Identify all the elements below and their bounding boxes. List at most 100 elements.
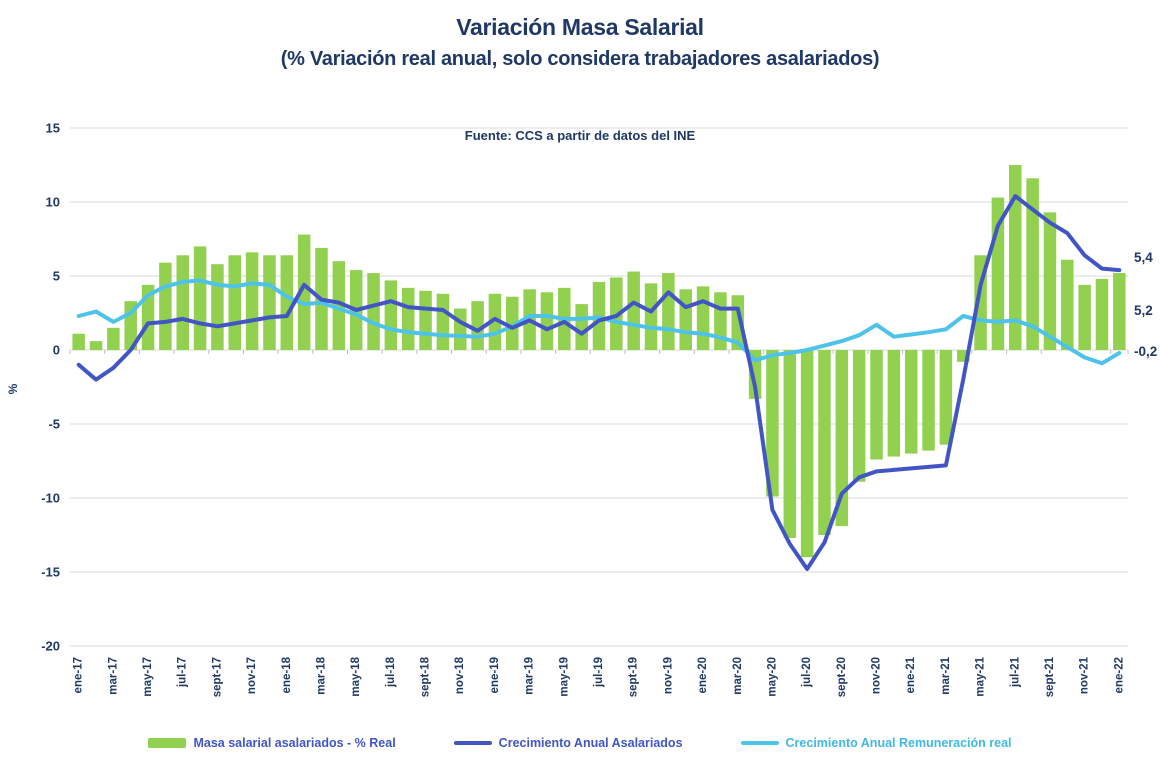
legend-swatch-line-icon bbox=[453, 741, 492, 745]
bar-abr-21 bbox=[956, 350, 970, 362]
bar-dic-19 bbox=[679, 289, 692, 350]
source-note: Fuente: CCS a partir de datos del INE bbox=[464, 128, 696, 143]
x-tick-label: ene-20 bbox=[697, 657, 709, 693]
bar-oct-21 bbox=[1061, 259, 1074, 350]
bar-sept-19 bbox=[627, 271, 640, 350]
x-tick-label: nov-21 bbox=[1079, 656, 1091, 694]
legend-label-masa-salarial: Masa salarial asalariados - % Real bbox=[193, 736, 396, 750]
bar-jun-17 bbox=[159, 262, 172, 350]
x-tick-label: mar-17 bbox=[107, 657, 119, 695]
y-tick-label: 10 bbox=[46, 195, 60, 210]
bar-ene-21 bbox=[904, 350, 918, 454]
bar-sept-18 bbox=[419, 290, 432, 350]
x-tick-label: jul-18 bbox=[385, 656, 397, 688]
x-tick-label: sept-21 bbox=[1044, 656, 1056, 697]
x-tick-label: may-19 bbox=[558, 657, 570, 697]
y-tick-label: 5 bbox=[53, 269, 60, 284]
x-tick-label: nov-20 bbox=[871, 657, 883, 694]
x-tick-label: nov-17 bbox=[246, 657, 258, 694]
x-tick-label: ene-22 bbox=[1113, 657, 1125, 693]
bar-abr-19 bbox=[540, 292, 554, 350]
x-tick-label: ene-19 bbox=[489, 657, 501, 693]
y-tick-label: -5 bbox=[48, 417, 60, 432]
x-tick-label: ene-21 bbox=[905, 656, 917, 693]
bar-nov-19 bbox=[662, 273, 675, 350]
x-tick-label: nov-19 bbox=[662, 657, 674, 694]
x-tick-label: ene-17 bbox=[73, 657, 85, 693]
line-series bbox=[76, 278, 1122, 366]
x-tick-label: sept-17 bbox=[211, 657, 223, 697]
x-tick-label: nov-18 bbox=[454, 656, 466, 694]
bar-nov-17 bbox=[245, 252, 259, 350]
legend: Masa salarial asalariados - % Real Creci… bbox=[0, 736, 1160, 750]
bar-abr-18 bbox=[332, 261, 346, 350]
legend-label-asalariados: Crecimiento Anual Asalariados bbox=[498, 736, 683, 750]
x-tick-label: mar-20 bbox=[732, 657, 744, 695]
bar-sept-21 bbox=[1043, 212, 1057, 350]
bar-ago-17 bbox=[193, 246, 207, 350]
legend-swatch-bar-icon bbox=[148, 738, 187, 748]
y-tick-label: 0 bbox=[53, 343, 60, 358]
bar-ago-21 bbox=[1026, 178, 1039, 350]
end-data-label: -0,2 bbox=[1134, 344, 1157, 359]
x-tick-label: sept-19 bbox=[628, 657, 640, 697]
x-tick-label: may-17 bbox=[142, 657, 154, 697]
bar-jun-20 bbox=[783, 350, 797, 538]
x-tick-label: mar-21 bbox=[940, 656, 952, 694]
legend-item-asalariados: Crecimiento Anual Asalariados bbox=[453, 736, 683, 750]
bar-jul-17 bbox=[176, 255, 189, 350]
x-tick-label: ene-18 bbox=[281, 656, 293, 693]
bar-mar-21 bbox=[939, 350, 953, 445]
end-data-label: 5,4 bbox=[1134, 250, 1153, 265]
y-tick-label: -15 bbox=[41, 565, 60, 580]
bar-dic-21 bbox=[1095, 278, 1109, 350]
bar-ago-18 bbox=[401, 287, 415, 350]
y-tick-label: -10 bbox=[41, 491, 60, 506]
x-tick-label: jul-17 bbox=[177, 657, 189, 688]
end-data-label: 5,2 bbox=[1134, 303, 1153, 318]
bar-sept-20 bbox=[835, 350, 849, 527]
bar-nov-21 bbox=[1078, 284, 1091, 350]
bar-jul-18 bbox=[384, 280, 398, 350]
x-tick-label: jul-21 bbox=[1009, 656, 1021, 688]
bar-ago-20 bbox=[818, 350, 831, 535]
y-tick-label: -20 bbox=[41, 639, 60, 654]
bar-may-20 bbox=[766, 350, 779, 497]
bar-sept-17 bbox=[211, 264, 224, 350]
bar-jun-19 bbox=[575, 304, 588, 350]
chart-subtitle: (% Variación real anual, solo considera … bbox=[280, 48, 880, 70]
line-series bbox=[76, 194, 1122, 571]
bar-abr-20 bbox=[748, 350, 762, 399]
bar-jun-18 bbox=[367, 273, 380, 350]
bar-ene-17 bbox=[72, 333, 85, 350]
x-tick-label: mar-19 bbox=[524, 657, 536, 695]
x-tick-label: may-20 bbox=[766, 657, 778, 697]
bar-oct-17 bbox=[228, 255, 242, 350]
bar-feb-19 bbox=[506, 296, 519, 350]
x-tick-label: jul-20 bbox=[801, 657, 813, 688]
bar-mar-17 bbox=[107, 327, 120, 350]
bar-jul-20 bbox=[800, 350, 814, 558]
legend-label-remuneracion: Crecimiento Anual Remuneración real bbox=[785, 736, 1012, 750]
x-tick-label: may-18 bbox=[350, 656, 362, 696]
bar-oct-18 bbox=[436, 293, 450, 350]
x-tick-label: sept-20 bbox=[836, 657, 848, 697]
x-tick-label: mar-18 bbox=[315, 656, 327, 694]
bar-oct-19 bbox=[644, 283, 658, 350]
chart-title: Variación Masa Salarial bbox=[456, 14, 704, 40]
bar-ene-20 bbox=[696, 286, 710, 350]
bar-feb-20 bbox=[714, 292, 727, 350]
x-tick-label: may-21 bbox=[975, 656, 987, 696]
legend-item-masa-salarial: Masa salarial asalariados - % Real bbox=[148, 736, 396, 750]
bar-nov-20 bbox=[870, 350, 883, 460]
x-tick-label: jul-19 bbox=[593, 657, 605, 688]
bar-ene-22 bbox=[1113, 273, 1126, 350]
bar-nov-18 bbox=[453, 308, 467, 350]
bar-dic-20 bbox=[887, 350, 901, 457]
bar-ene-18 bbox=[280, 255, 294, 350]
bar-dic-17 bbox=[263, 255, 276, 350]
bar-feb-21 bbox=[922, 350, 935, 451]
legend-swatch-line-icon bbox=[740, 741, 779, 745]
